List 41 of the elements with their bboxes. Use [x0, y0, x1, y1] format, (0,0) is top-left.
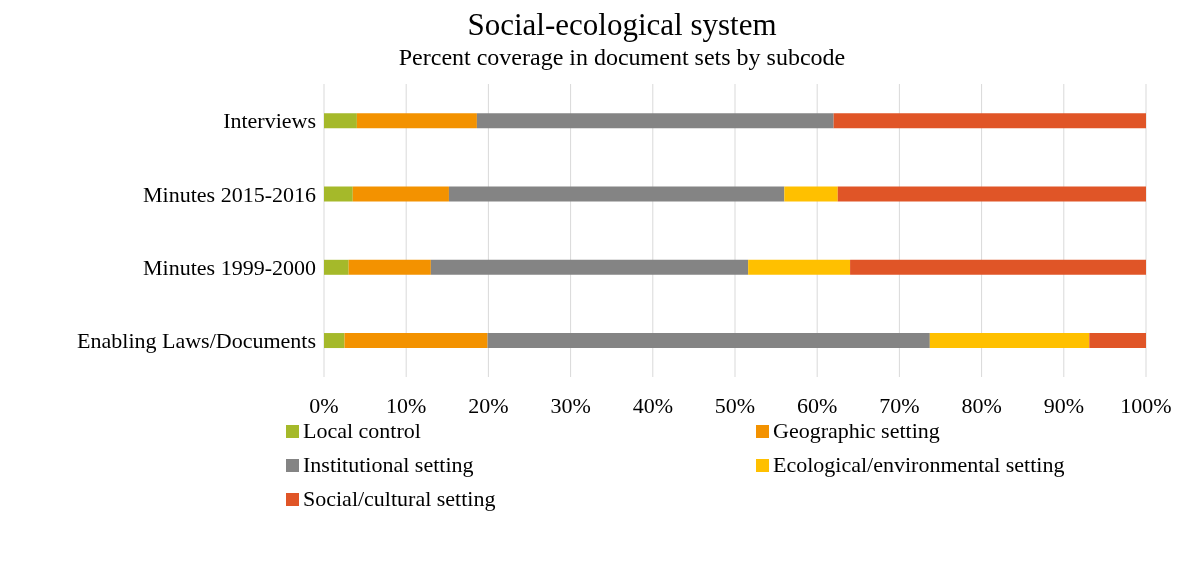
legend-label: Institutional setting	[303, 451, 474, 479]
bar	[748, 259, 851, 275]
x-tick-label: 40%	[632, 392, 673, 418]
x-tick-label: 0%	[309, 392, 339, 418]
bar	[356, 113, 477, 129]
legend-label: Geographic setting	[773, 417, 940, 445]
x-tick-label: 100%	[1120, 392, 1172, 418]
x-tick-label: 10%	[386, 392, 427, 418]
y-tick-label: Minutes 1999-2000	[143, 254, 316, 280]
x-tick-label: 70%	[879, 392, 920, 418]
x-tick-label: 30%	[550, 392, 591, 418]
bar	[833, 113, 1146, 129]
bar	[784, 186, 838, 202]
chart-subtitle: Percent coverage in document sets by subcode	[397, 43, 847, 72]
bar	[430, 259, 749, 275]
legend-label: Social/cultural setting	[303, 485, 496, 513]
bar	[324, 333, 345, 349]
bar	[352, 186, 449, 202]
y-tick-label: Interviews	[223, 108, 316, 134]
bar	[1089, 333, 1146, 349]
y-tick-label: Minutes 2015-2016	[143, 181, 316, 207]
x-tick-label: 20%	[468, 392, 509, 418]
bar	[929, 333, 1090, 349]
legend-label: Ecological/environmental setting	[773, 451, 1065, 479]
x-tick-label: 90%	[1043, 392, 1084, 418]
bar	[850, 259, 1146, 275]
bar	[837, 186, 1146, 202]
legend-label: Local control	[303, 417, 421, 445]
bar	[324, 186, 353, 202]
bar	[344, 333, 488, 349]
x-tick-label: 80%	[961, 392, 1002, 418]
y-tick-label: Enabling Laws/Documents	[77, 328, 316, 354]
bar	[324, 259, 349, 275]
bar	[487, 333, 930, 349]
chart-title: Social-ecological system	[466, 7, 778, 42]
bar	[448, 186, 785, 202]
x-tick-label: 50%	[714, 392, 756, 418]
x-tick-label: 60%	[797, 392, 838, 418]
bar	[348, 259, 431, 275]
bar	[324, 113, 357, 129]
bar	[476, 113, 834, 129]
